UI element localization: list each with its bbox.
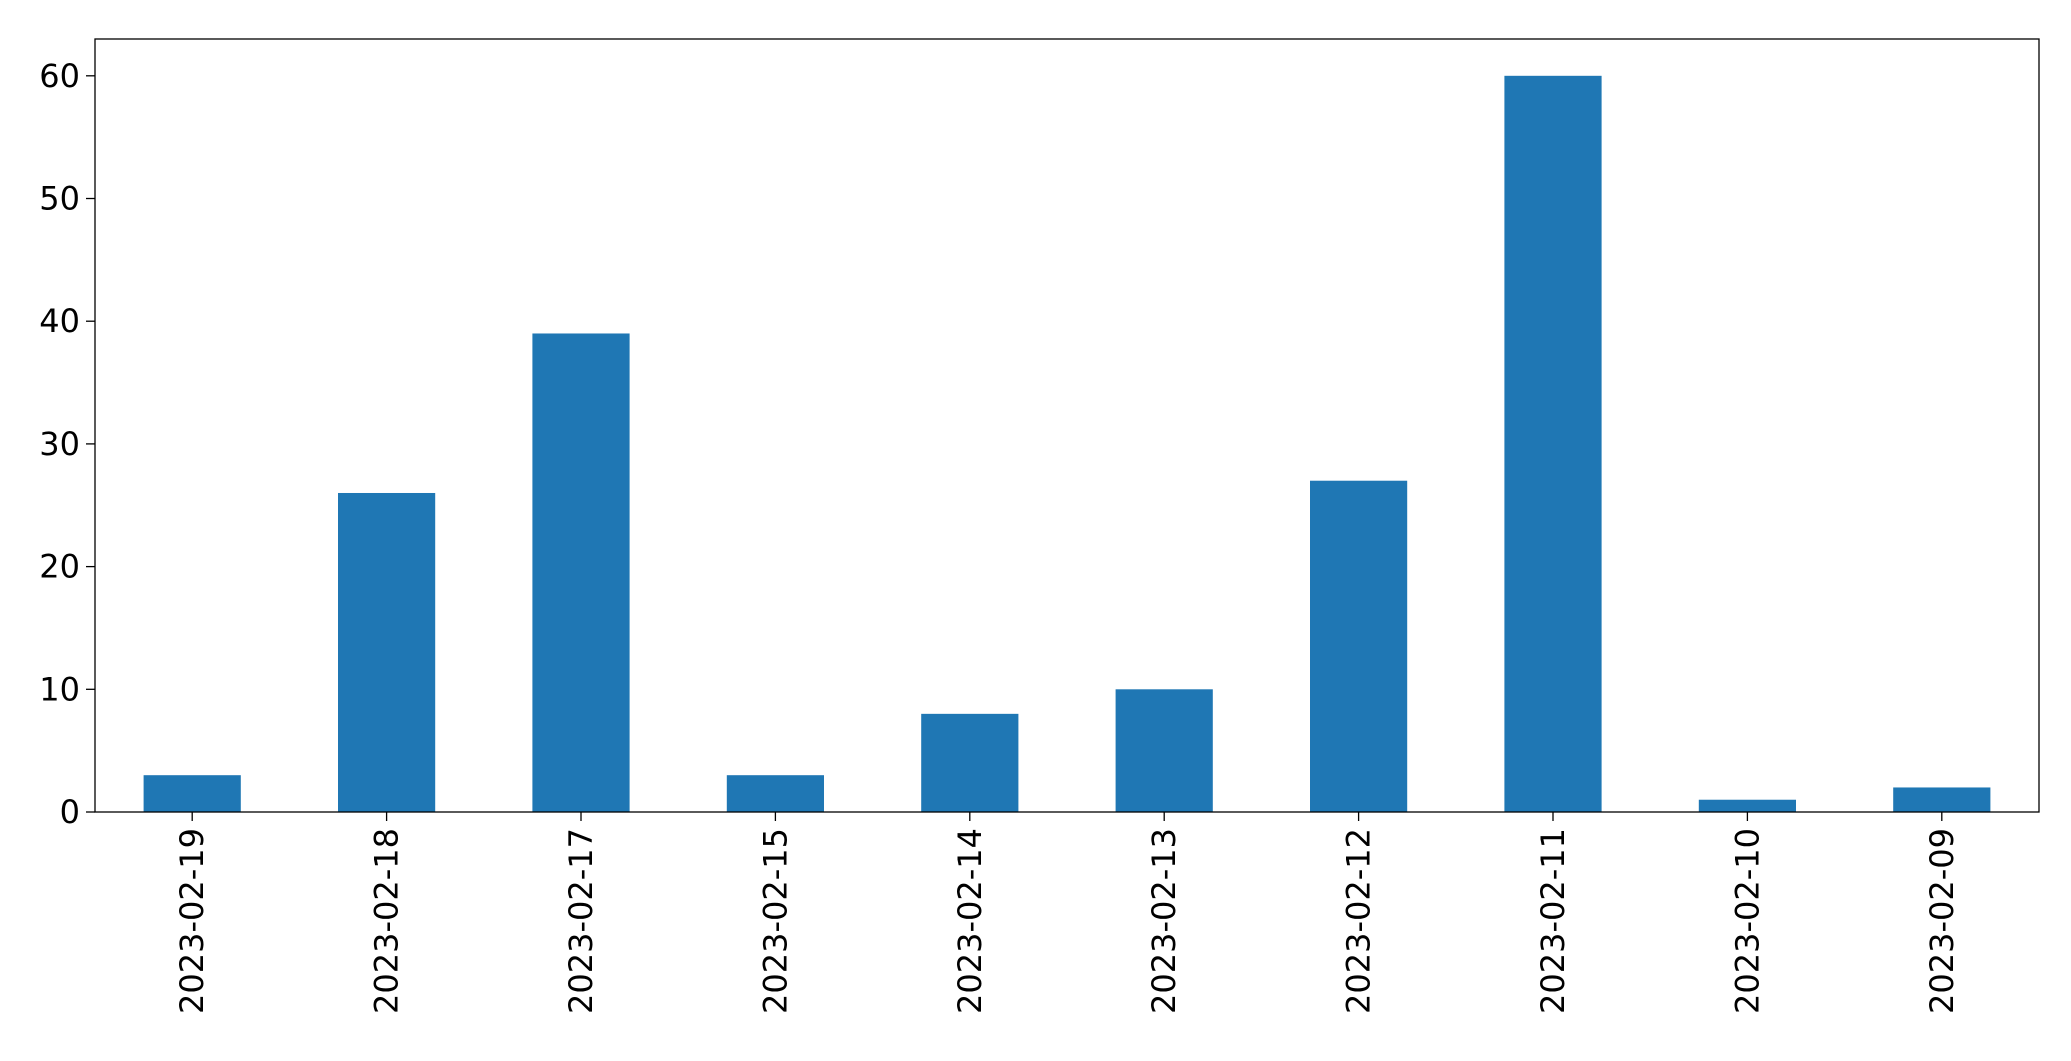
x-tick-label: 2023-02-09 — [1923, 828, 1961, 1014]
bar-2023-02-18 — [338, 492, 436, 812]
x-tick-label: 2023-02-18 — [368, 828, 406, 1014]
x-tick-label: 2023-02-12 — [1340, 828, 1378, 1014]
y-tick-label: 30 — [39, 425, 80, 463]
bar-2023-02-15 — [726, 775, 824, 812]
x-axis: 2023-02-19 2023-02-18 2023-02-17 2023-02-15… — [173, 812, 1961, 1014]
y-tick-label: 40 — [39, 302, 80, 340]
bar-2023-02-10 — [1698, 799, 1796, 812]
y-tick-label: 0 — [60, 793, 80, 831]
bar-2023-02-17 — [532, 333, 630, 812]
bars-layer — [143, 75, 1991, 813]
plot-frame — [94, 38, 2040, 813]
x-tick-label: 2023-02-13 — [1145, 828, 1183, 1014]
y-axis: 0 10 20 30 40 50 60 — [39, 57, 95, 831]
bar-2023-02-12 — [1310, 480, 1408, 812]
y-tick-label: 20 — [39, 548, 80, 586]
y-tick-label: 50 — [39, 180, 80, 218]
bar-2023-02-09 — [1893, 787, 1991, 812]
bar-2023-02-14 — [921, 713, 1019, 812]
y-tick-label: 60 — [39, 57, 80, 95]
x-tick-label: 2023-02-14 — [951, 828, 989, 1014]
x-tick-label: 2023-02-17 — [562, 828, 600, 1014]
bar-2023-02-11 — [1504, 75, 1602, 813]
bar-2023-02-19 — [143, 775, 241, 812]
x-tick-label: 2023-02-10 — [1728, 828, 1766, 1014]
x-tick-label: 2023-02-11 — [1534, 828, 1572, 1014]
x-tick-label: 2023-02-15 — [756, 828, 794, 1014]
bar-2023-02-13 — [1115, 689, 1213, 812]
y-tick-label: 10 — [39, 670, 80, 708]
x-tick-label: 2023-02-19 — [173, 828, 211, 1014]
